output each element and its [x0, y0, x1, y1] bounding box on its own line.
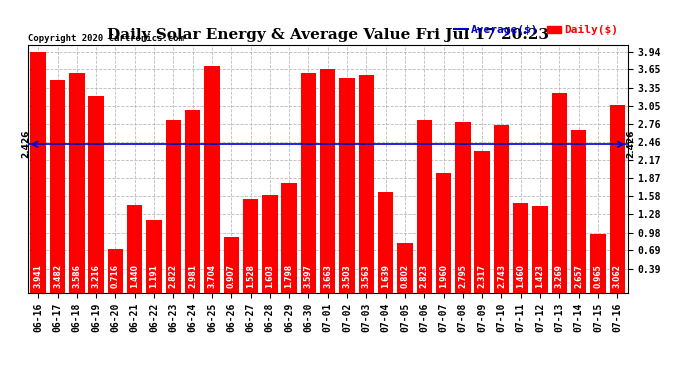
- Bar: [494, 125, 509, 292]
- Bar: [30, 52, 46, 292]
- Text: 1.191: 1.191: [150, 264, 159, 288]
- Text: 0.716: 0.716: [111, 264, 120, 288]
- Text: 2.795: 2.795: [458, 264, 467, 288]
- Bar: [320, 69, 335, 292]
- Title: Daily Solar Energy & Average Value Fri Jul 17 20:23: Daily Solar Energy & Average Value Fri J…: [107, 28, 549, 42]
- Bar: [224, 237, 239, 292]
- Bar: [127, 204, 142, 292]
- Text: 3.563: 3.563: [362, 264, 371, 288]
- Text: 2.823: 2.823: [420, 264, 428, 288]
- Text: 2.317: 2.317: [477, 264, 486, 288]
- Text: 2.657: 2.657: [574, 264, 583, 288]
- Bar: [609, 105, 625, 292]
- Text: 1.440: 1.440: [130, 264, 139, 288]
- Bar: [243, 199, 258, 292]
- Text: 0.965: 0.965: [593, 264, 602, 288]
- Text: 3.663: 3.663: [323, 264, 333, 288]
- Bar: [146, 220, 161, 292]
- Text: 1.603: 1.603: [266, 264, 275, 288]
- Bar: [359, 75, 374, 292]
- Bar: [339, 78, 355, 292]
- Text: 1.423: 1.423: [535, 264, 544, 288]
- Bar: [571, 130, 586, 292]
- Text: 0.802: 0.802: [400, 264, 409, 288]
- Bar: [282, 183, 297, 292]
- Text: 3.704: 3.704: [208, 264, 217, 288]
- Text: 3.941: 3.941: [34, 264, 43, 288]
- Text: 3.269: 3.269: [555, 264, 564, 288]
- Text: 2.981: 2.981: [188, 264, 197, 288]
- Bar: [552, 93, 567, 292]
- Bar: [50, 80, 66, 292]
- Text: 3.586: 3.586: [72, 264, 81, 288]
- Text: Copyright 2020 Cartronics.com: Copyright 2020 Cartronics.com: [28, 33, 184, 42]
- Text: 1.528: 1.528: [246, 264, 255, 288]
- Legend: Average($), Daily($): Average($), Daily($): [450, 21, 622, 40]
- Bar: [436, 173, 451, 292]
- Text: 0.907: 0.907: [227, 264, 236, 288]
- Text: 3.216: 3.216: [92, 264, 101, 288]
- Text: 2.426: 2.426: [22, 130, 31, 159]
- Text: 1.960: 1.960: [439, 264, 448, 288]
- Bar: [590, 234, 606, 292]
- Bar: [262, 195, 277, 292]
- Bar: [88, 96, 104, 292]
- Text: 1.460: 1.460: [516, 264, 525, 288]
- Text: 3.503: 3.503: [342, 264, 351, 288]
- Bar: [301, 73, 316, 292]
- Text: 3.597: 3.597: [304, 264, 313, 288]
- Bar: [513, 203, 529, 292]
- Text: 3.482: 3.482: [53, 264, 62, 288]
- Bar: [378, 192, 393, 292]
- Text: 2.743: 2.743: [497, 264, 506, 288]
- Text: 2.822: 2.822: [169, 264, 178, 288]
- Bar: [455, 122, 471, 292]
- Text: 1.798: 1.798: [285, 264, 294, 288]
- Bar: [475, 151, 490, 292]
- Bar: [166, 120, 181, 292]
- Bar: [185, 110, 200, 292]
- Bar: [417, 120, 432, 292]
- Text: 3.062: 3.062: [613, 264, 622, 288]
- Bar: [69, 74, 85, 292]
- Text: 2.426: 2.426: [626, 130, 635, 159]
- Bar: [204, 66, 219, 292]
- Bar: [533, 206, 548, 292]
- Bar: [397, 243, 413, 292]
- Text: 1.639: 1.639: [381, 264, 390, 288]
- Bar: [108, 249, 123, 292]
